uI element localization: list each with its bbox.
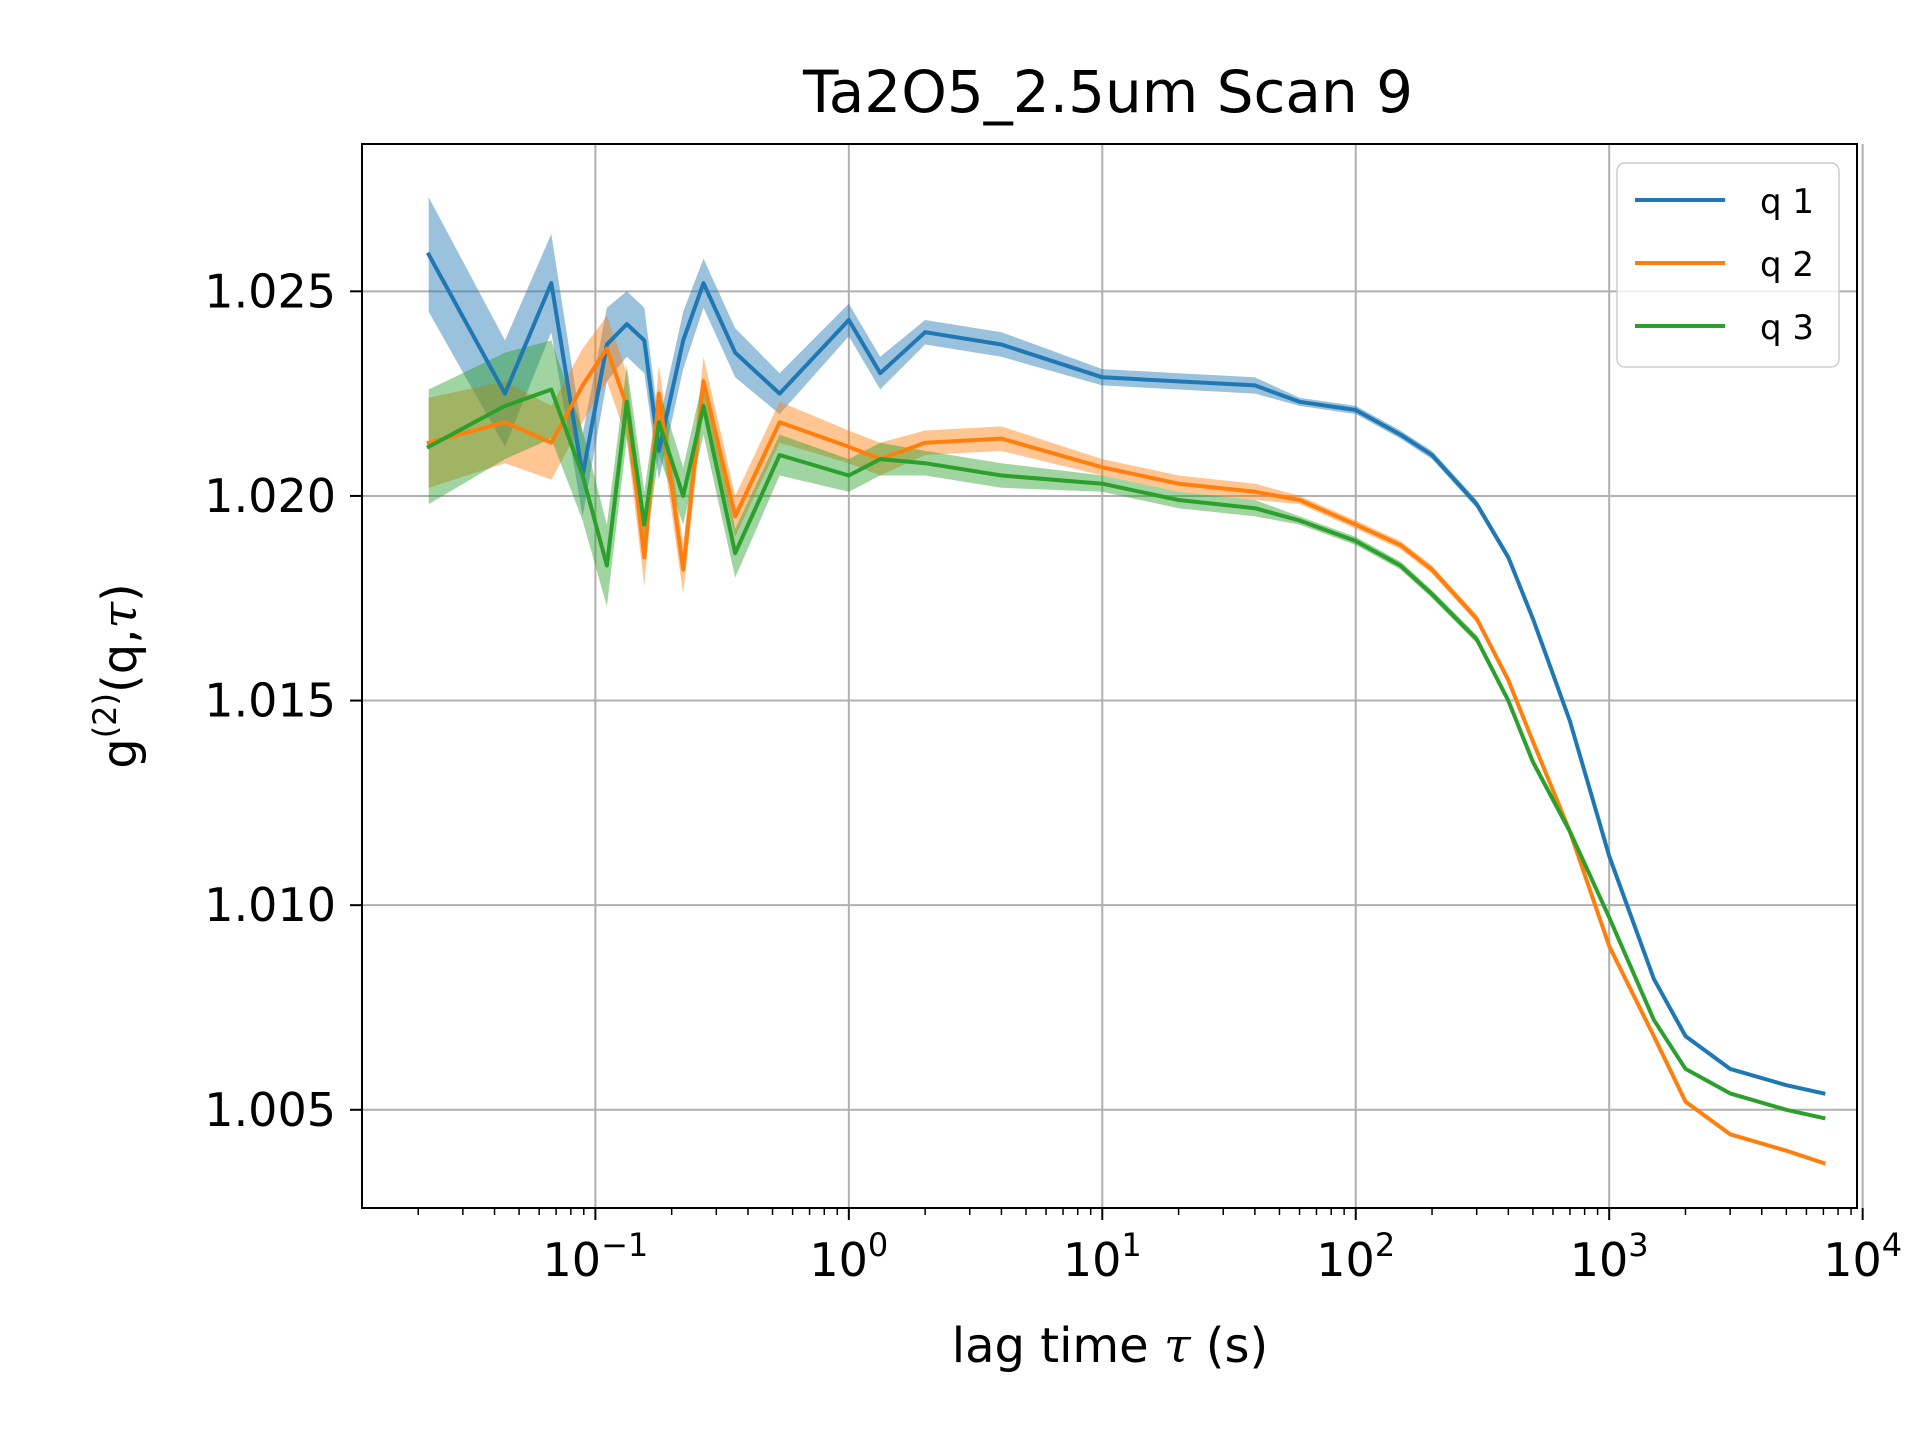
plot-frame [361, 143, 1858, 1209]
series-band-q1 [428, 197, 1824, 1094]
chart-title: Ta2O5_2.5um Scan 9 [802, 58, 1413, 126]
x-tick-label: 100 [809, 1226, 888, 1287]
x-axis-ticks: 10−1 100 101 102 103 104 [417, 1208, 1902, 1287]
y-tick-label: 1.015 [204, 674, 336, 728]
x-axis-label: lag time τ (s) [952, 1318, 1268, 1374]
y-axis-ticks: 1.005 1.010 1.015 1.020 1.025 [204, 264, 362, 1137]
grid [362, 144, 1864, 1208]
legend-frame [1616, 162, 1840, 368]
series-line-q3 [425, 387, 1826, 1121]
y-tick-label: 1.005 [204, 1083, 336, 1137]
x-tick-label: 101 [1063, 1226, 1142, 1287]
y-axis-label: g(2)(q,τ) [86, 583, 148, 769]
legend-label-q3: q 3 [1760, 308, 1814, 348]
legend-label-q1: q 1 [1760, 182, 1814, 222]
series-line-q1 [425, 251, 1826, 1096]
x-tick-label: 10−1 [543, 1226, 649, 1287]
y-tick-label: 1.020 [204, 469, 336, 523]
y-axis-label-sup: (2) [86, 693, 124, 738]
y-axis-label-tau: τ [92, 601, 148, 629]
y-tick-label: 1.025 [204, 264, 336, 318]
y-axis-label-close: ) [92, 583, 148, 602]
x-axis-label-post: (s) [1191, 1318, 1269, 1374]
legend-label-q2: q 2 [1760, 245, 1814, 285]
x-axis-label-pre: lag time [952, 1318, 1164, 1374]
x-axis-label-tau: τ [1164, 1318, 1192, 1374]
y-axis-label-base: g [92, 738, 148, 768]
legend-items: q 1 q 2 q 3 [1635, 182, 1814, 348]
series-band-q3 [428, 340, 1824, 1118]
y-tick-label: 1.010 [204, 878, 336, 932]
series-lines [425, 251, 1826, 1166]
series-band-q2 [428, 315, 1824, 1163]
error-bands [428, 197, 1824, 1163]
legend: q 1 q 2 q 3 [1616, 162, 1840, 368]
x-tick-label: 103 [1570, 1226, 1649, 1287]
x-tick-label: 104 [1823, 1226, 1902, 1287]
y-axis-label-rest: (q, [92, 629, 148, 693]
x-tick-label: 102 [1316, 1226, 1395, 1287]
